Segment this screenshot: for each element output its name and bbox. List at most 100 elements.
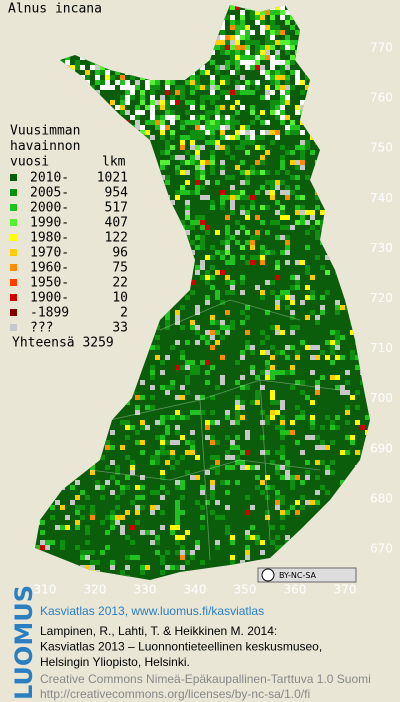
map-cell (225, 15, 230, 20)
map-cell (150, 510, 155, 515)
map-cell (145, 405, 150, 410)
map-cell (270, 400, 275, 405)
map-cell (220, 105, 225, 110)
map-cell (275, 465, 280, 470)
map-cell (205, 85, 210, 90)
map-cell (285, 465, 290, 470)
map-cell (220, 205, 225, 210)
map-cell (300, 160, 305, 165)
map-cell (215, 340, 220, 345)
map-cell (220, 320, 225, 325)
map-cell (150, 110, 155, 115)
map-cell (195, 185, 200, 190)
map-cell (295, 130, 300, 135)
map-cell (285, 225, 290, 230)
map-cell (275, 325, 280, 330)
map-cell (235, 405, 240, 410)
map-cell (225, 465, 230, 470)
map-cell (195, 310, 200, 315)
map-cell (240, 45, 245, 50)
map-cell (140, 505, 145, 510)
x-coordinate-label: 340 (184, 583, 207, 597)
map-cell (280, 295, 285, 300)
map-cell (295, 125, 300, 130)
map-cell (285, 460, 290, 465)
map-cell (275, 500, 280, 505)
map-cell (205, 435, 210, 440)
map-cell (280, 250, 285, 255)
map-cell (230, 280, 235, 285)
map-cell (235, 120, 240, 125)
map-cell (215, 140, 220, 145)
map-cell (160, 475, 165, 480)
map-cell (280, 190, 285, 195)
citation-line: Lampinen, R., Lahti, T. & Heikkinen M. 2… (40, 624, 277, 638)
map-cell (165, 565, 170, 570)
map-cell (180, 395, 185, 400)
map-cell (245, 215, 250, 220)
map-cell (240, 60, 245, 65)
map-cell (220, 40, 225, 45)
map-cell (245, 180, 250, 185)
map-cell (305, 435, 310, 440)
map-cell (230, 35, 235, 40)
map-cell (75, 505, 80, 510)
map-cell (150, 95, 155, 100)
map-cell (230, 200, 235, 205)
map-cell (50, 515, 55, 520)
map-cell (240, 35, 245, 40)
map-cell (195, 215, 200, 220)
map-cell (240, 415, 245, 420)
map-cell (235, 415, 240, 420)
map-cell (205, 340, 210, 345)
map-cell (270, 250, 275, 255)
map-cell (180, 535, 185, 540)
map-cell (355, 365, 360, 370)
map-cell (285, 295, 290, 300)
map-cell (105, 465, 110, 470)
map-cell (225, 325, 230, 330)
map-cell (170, 450, 175, 455)
map-cell (210, 100, 215, 105)
map-cell (185, 235, 190, 240)
map-cell (275, 10, 280, 15)
map-cell (235, 45, 240, 50)
map-cell (130, 75, 135, 80)
map-cell (285, 260, 290, 265)
map-cell (275, 40, 280, 45)
map-cell (260, 120, 265, 125)
map-cell (160, 555, 165, 560)
map-cell (285, 80, 290, 85)
map-cell (315, 500, 320, 505)
map-cell (290, 25, 295, 30)
map-cell (175, 425, 180, 430)
map-cell (280, 40, 285, 45)
map-cell (355, 405, 360, 410)
map-cell (285, 85, 290, 90)
map-cell (250, 200, 255, 205)
map-cell (220, 130, 225, 135)
map-cell (130, 115, 135, 120)
map-cell (240, 55, 245, 60)
map-cell (275, 130, 280, 135)
map-cell (270, 410, 275, 415)
map-cell (90, 85, 95, 90)
map-cell (270, 75, 275, 80)
map-cell (255, 255, 260, 260)
map-cell (175, 170, 180, 175)
map-cell (280, 160, 285, 165)
map-cell (170, 145, 175, 150)
map-cell (285, 130, 290, 135)
map-cell (220, 90, 225, 95)
map-cell (295, 210, 300, 215)
map-cell (325, 415, 330, 420)
map-cell (150, 460, 155, 465)
map-cell (205, 470, 210, 475)
map-cell (140, 565, 145, 570)
map-cell (220, 255, 225, 260)
map-cell (230, 440, 235, 445)
map-cell (195, 170, 200, 175)
map-cell (235, 80, 240, 85)
map-cell (220, 35, 225, 40)
map-cell (180, 495, 185, 500)
